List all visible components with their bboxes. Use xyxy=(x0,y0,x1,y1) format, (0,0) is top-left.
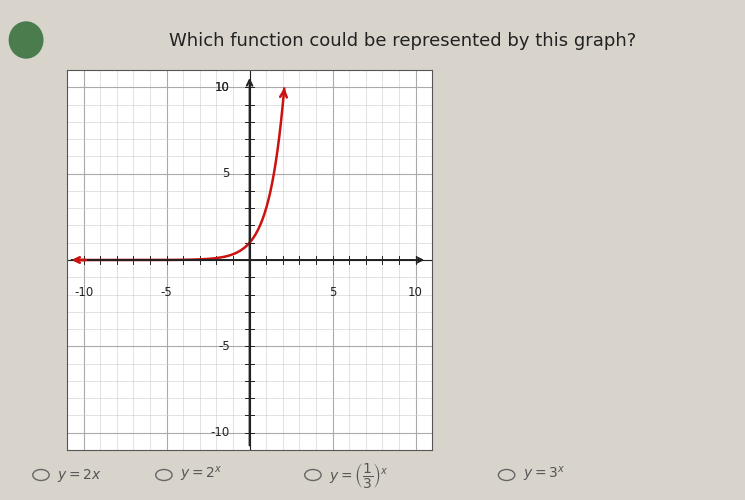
Text: $y = \left(\dfrac{1}{3}\right)^{x}$: $y = \left(\dfrac{1}{3}\right)^{x}$ xyxy=(329,460,389,490)
Text: -10: -10 xyxy=(210,426,229,439)
Text: $y = 3^{x}$: $y = 3^{x}$ xyxy=(523,466,565,484)
Circle shape xyxy=(9,22,42,58)
Text: Which function could be represented by this graph?: Which function could be represented by t… xyxy=(168,32,636,50)
Text: -5: -5 xyxy=(161,286,173,299)
Text: $y = 2x$: $y = 2x$ xyxy=(57,466,102,483)
Text: 5: 5 xyxy=(329,286,336,299)
Text: -5: -5 xyxy=(218,340,229,353)
Text: 10: 10 xyxy=(215,81,229,94)
Text: -10: -10 xyxy=(74,286,93,299)
Text: 10: 10 xyxy=(215,81,229,94)
Text: 5: 5 xyxy=(222,167,229,180)
Text: $y = 2^{x}$: $y = 2^{x}$ xyxy=(180,466,223,484)
Text: 10: 10 xyxy=(408,286,423,299)
